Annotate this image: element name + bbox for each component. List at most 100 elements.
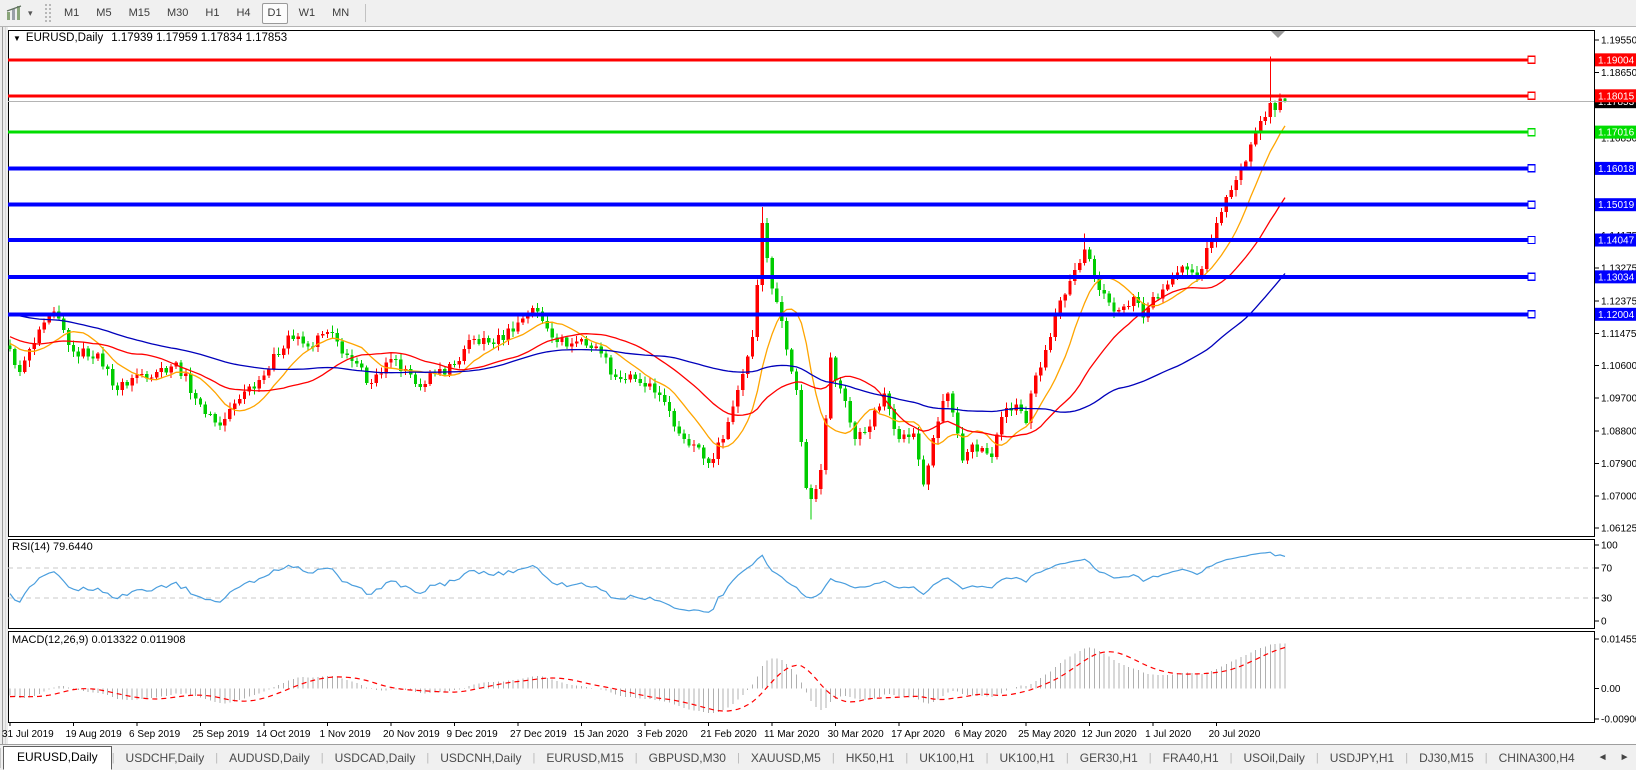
timeframe-button-M5[interactable]: M5 [96,6,112,19]
hline-anchor[interactable] [1527,272,1536,282]
hline-anchor[interactable] [1527,200,1536,209]
hline-1.19004[interactable]: 1.19004 [8,53,1636,67]
svg-text:27 Dec 2019: 27 Dec 2019 [510,729,567,740]
hline-anchor[interactable] [1527,55,1536,64]
tab-GBPUSD-M30-6[interactable]: GBPUSD,M30 [648,750,726,765]
tab-AUDUSD-Daily-2[interactable]: AUDUSD,Daily [229,750,310,765]
rsi-level-lines [8,567,1594,599]
timeframe-button-M30[interactable]: M30 [166,6,189,19]
svg-text:20 Nov 2019: 20 Nov 2019 [383,729,440,740]
shift-marker-icon[interactable] [1271,31,1285,38]
svg-text:1 Nov 2019: 1 Nov 2019 [320,729,372,740]
tab-UK100-H1-9[interactable]: UK100,H1 [919,750,975,765]
hline-anchor[interactable] [1527,127,1536,137]
hline-anchor[interactable] [1527,310,1536,319]
chart-title[interactable]: ▼ EURUSD,Daily 1.17939 1.17959 1.17834 1.1… [13,32,287,44]
svg-text:25 Sep 2019: 25 Sep 2019 [193,729,250,740]
svg-text:70: 70 [1601,563,1613,574]
svg-text:0.00: 0.00 [1601,684,1621,695]
timeframe-button-D1[interactable]: D1 [261,2,288,24]
tab-USDJPY-H1-14[interactable]: USDJPY,H1 [1329,750,1395,765]
svg-text:1 Jul 2020: 1 Jul 2020 [1145,729,1192,740]
timeframe-button-M15[interactable]: M15 [128,6,150,19]
toolbar-separator [365,4,367,22]
hline-anchor[interactable] [1527,91,1536,100]
hline-anchor[interactable] [1527,164,1536,173]
svg-text:1.06125: 1.06125 [1601,523,1636,534]
hline-1.17016[interactable]: 1.17016 [8,125,1636,139]
svg-text:1.12004: 1.12004 [1598,310,1635,321]
svg-text:1.19004: 1.19004 [1598,55,1635,66]
macd-axis-ticks: 0.014556 0.00 -0.00900 [1594,635,1636,726]
tab-separator: | [736,751,740,764]
macd-signal-line [9,646,1286,712]
svg-text:30 Mar 2020: 30 Mar 2020 [828,729,885,740]
tab-USDCHF-Daily-1[interactable]: USDCHF,Daily [125,750,205,765]
tab-GER30-H1-11[interactable]: GER30,H1 [1079,750,1138,765]
tab-scroll-left-icon[interactable]: ◄ [1597,752,1608,763]
tab-CHINA300-H4-16[interactable]: CHINA300,H4 [1498,750,1575,765]
rsi-line [9,551,1286,613]
timeframe-button-W1[interactable]: W1 [298,6,316,19]
svg-text:17 Apr 2020: 17 Apr 2020 [891,729,945,740]
tab-UK100-H1-10[interactable]: UK100,H1 [999,750,1055,765]
timeframe-button-M1[interactable]: M1 [64,6,80,19]
rsi-indicator-label: RSI(14) 79.6440 [12,541,93,553]
svg-text:1.13275: 1.13275 [1601,264,1636,275]
tab-EURUSD-M15-5[interactable]: EURUSD,M15 [546,750,624,765]
hline-1.15019[interactable]: 1.15019 [8,198,1636,212]
hline-1.16018[interactable]: 1.16018 [8,161,1636,175]
tab-FRA40-H1-12[interactable]: FRA40,H1 [1162,750,1219,765]
charts-toolbar-icon[interactable] [2,2,28,24]
tab-separator: | [532,751,536,764]
tab-EURUSD-Daily-0[interactable]: EURUSD,Daily [3,746,112,770]
svg-text:20 Jul 2020: 20 Jul 2020 [1209,729,1261,740]
tab-DJ30-M15-15[interactable]: DJ30,M15 [1419,750,1474,765]
chart-symbol-period: EURUSD,Daily [25,32,104,44]
tab-separator: | [985,751,989,764]
tab-separator: | [426,751,430,764]
hline-1.12004[interactable]: 1.12004 [8,307,1636,321]
tab-USDCAD-Daily-3[interactable]: USDCAD,Daily [334,750,416,765]
tab-HK50-H1-8[interactable]: HK50,H1 [845,750,895,765]
svg-text:1.12375: 1.12375 [1601,296,1636,307]
svg-text:1.07000: 1.07000 [1601,492,1636,503]
timeframe-toolbar: ▾ M1 M5 M15 M30 H1 H4 D1 W1 MN [0,0,1636,27]
timeframe-buttons: M1 M5 M15 M30 H1 H4 D1 W1 MN [58,2,355,24]
svg-text:1.11475: 1.11475 [1601,329,1636,340]
svg-text:19 Aug 2019: 19 Aug 2019 [66,729,123,740]
svg-text:1.16018: 1.16018 [1598,164,1635,175]
tab-USDCNH-Daily-4[interactable]: USDCNH,Daily [440,750,522,765]
timeframe-button-H4[interactable]: H4 [236,6,251,19]
tab-XAUUSD-M5-7[interactable]: XAUUSD,M5 [750,750,821,765]
tab-separator: | [831,751,835,764]
svg-text:1.18650: 1.18650 [1601,68,1636,79]
moving-average-60 [9,273,1286,413]
moving-average-10 [9,125,1286,448]
hline-1.13034[interactable]: 1.13034 [8,270,1636,284]
svg-text:6 Sep 2019: 6 Sep 2019 [129,729,181,740]
chart-menu-icon[interactable]: ▼ [13,34,21,43]
symbol-tabbar: EURUSD,Daily | USDCHF,Daily | AUDUSD,Daily | U… [0,744,1636,770]
macd-histogram [9,643,1286,714]
chart-type-icon [6,5,22,20]
macd-indicator-label: MACD(12,26,9) 0.013322 0.011908 [12,634,186,646]
tab-separator: | [905,751,909,764]
chevron-down-icon[interactable]: ▾ [28,7,33,18]
timeframe-button-MN[interactable]: MN [332,6,350,19]
hline-1.14047[interactable]: 1.14047 [8,233,1636,247]
timeframe-button-H1[interactable]: H1 [205,6,220,19]
svg-text:14 Oct 2019: 14 Oct 2019 [256,729,311,740]
toolbar-grip[interactable] [45,4,51,22]
svg-text:1.09700: 1.09700 [1601,394,1636,405]
hline-1.18015[interactable]: 1.18015 [8,89,1636,103]
svg-text:1.10600: 1.10600 [1601,361,1636,372]
tab-scroll-right-icon[interactable]: ► [1619,752,1630,763]
hline-anchor[interactable] [1527,235,1536,245]
tab-separator: | [1148,751,1152,764]
svg-text:1.19550: 1.19550 [1601,36,1636,47]
svg-text:100: 100 [1601,541,1618,552]
tab-USOil-Daily-13[interactable]: USOil,Daily [1243,750,1305,765]
tab-separator: | [1229,751,1233,764]
